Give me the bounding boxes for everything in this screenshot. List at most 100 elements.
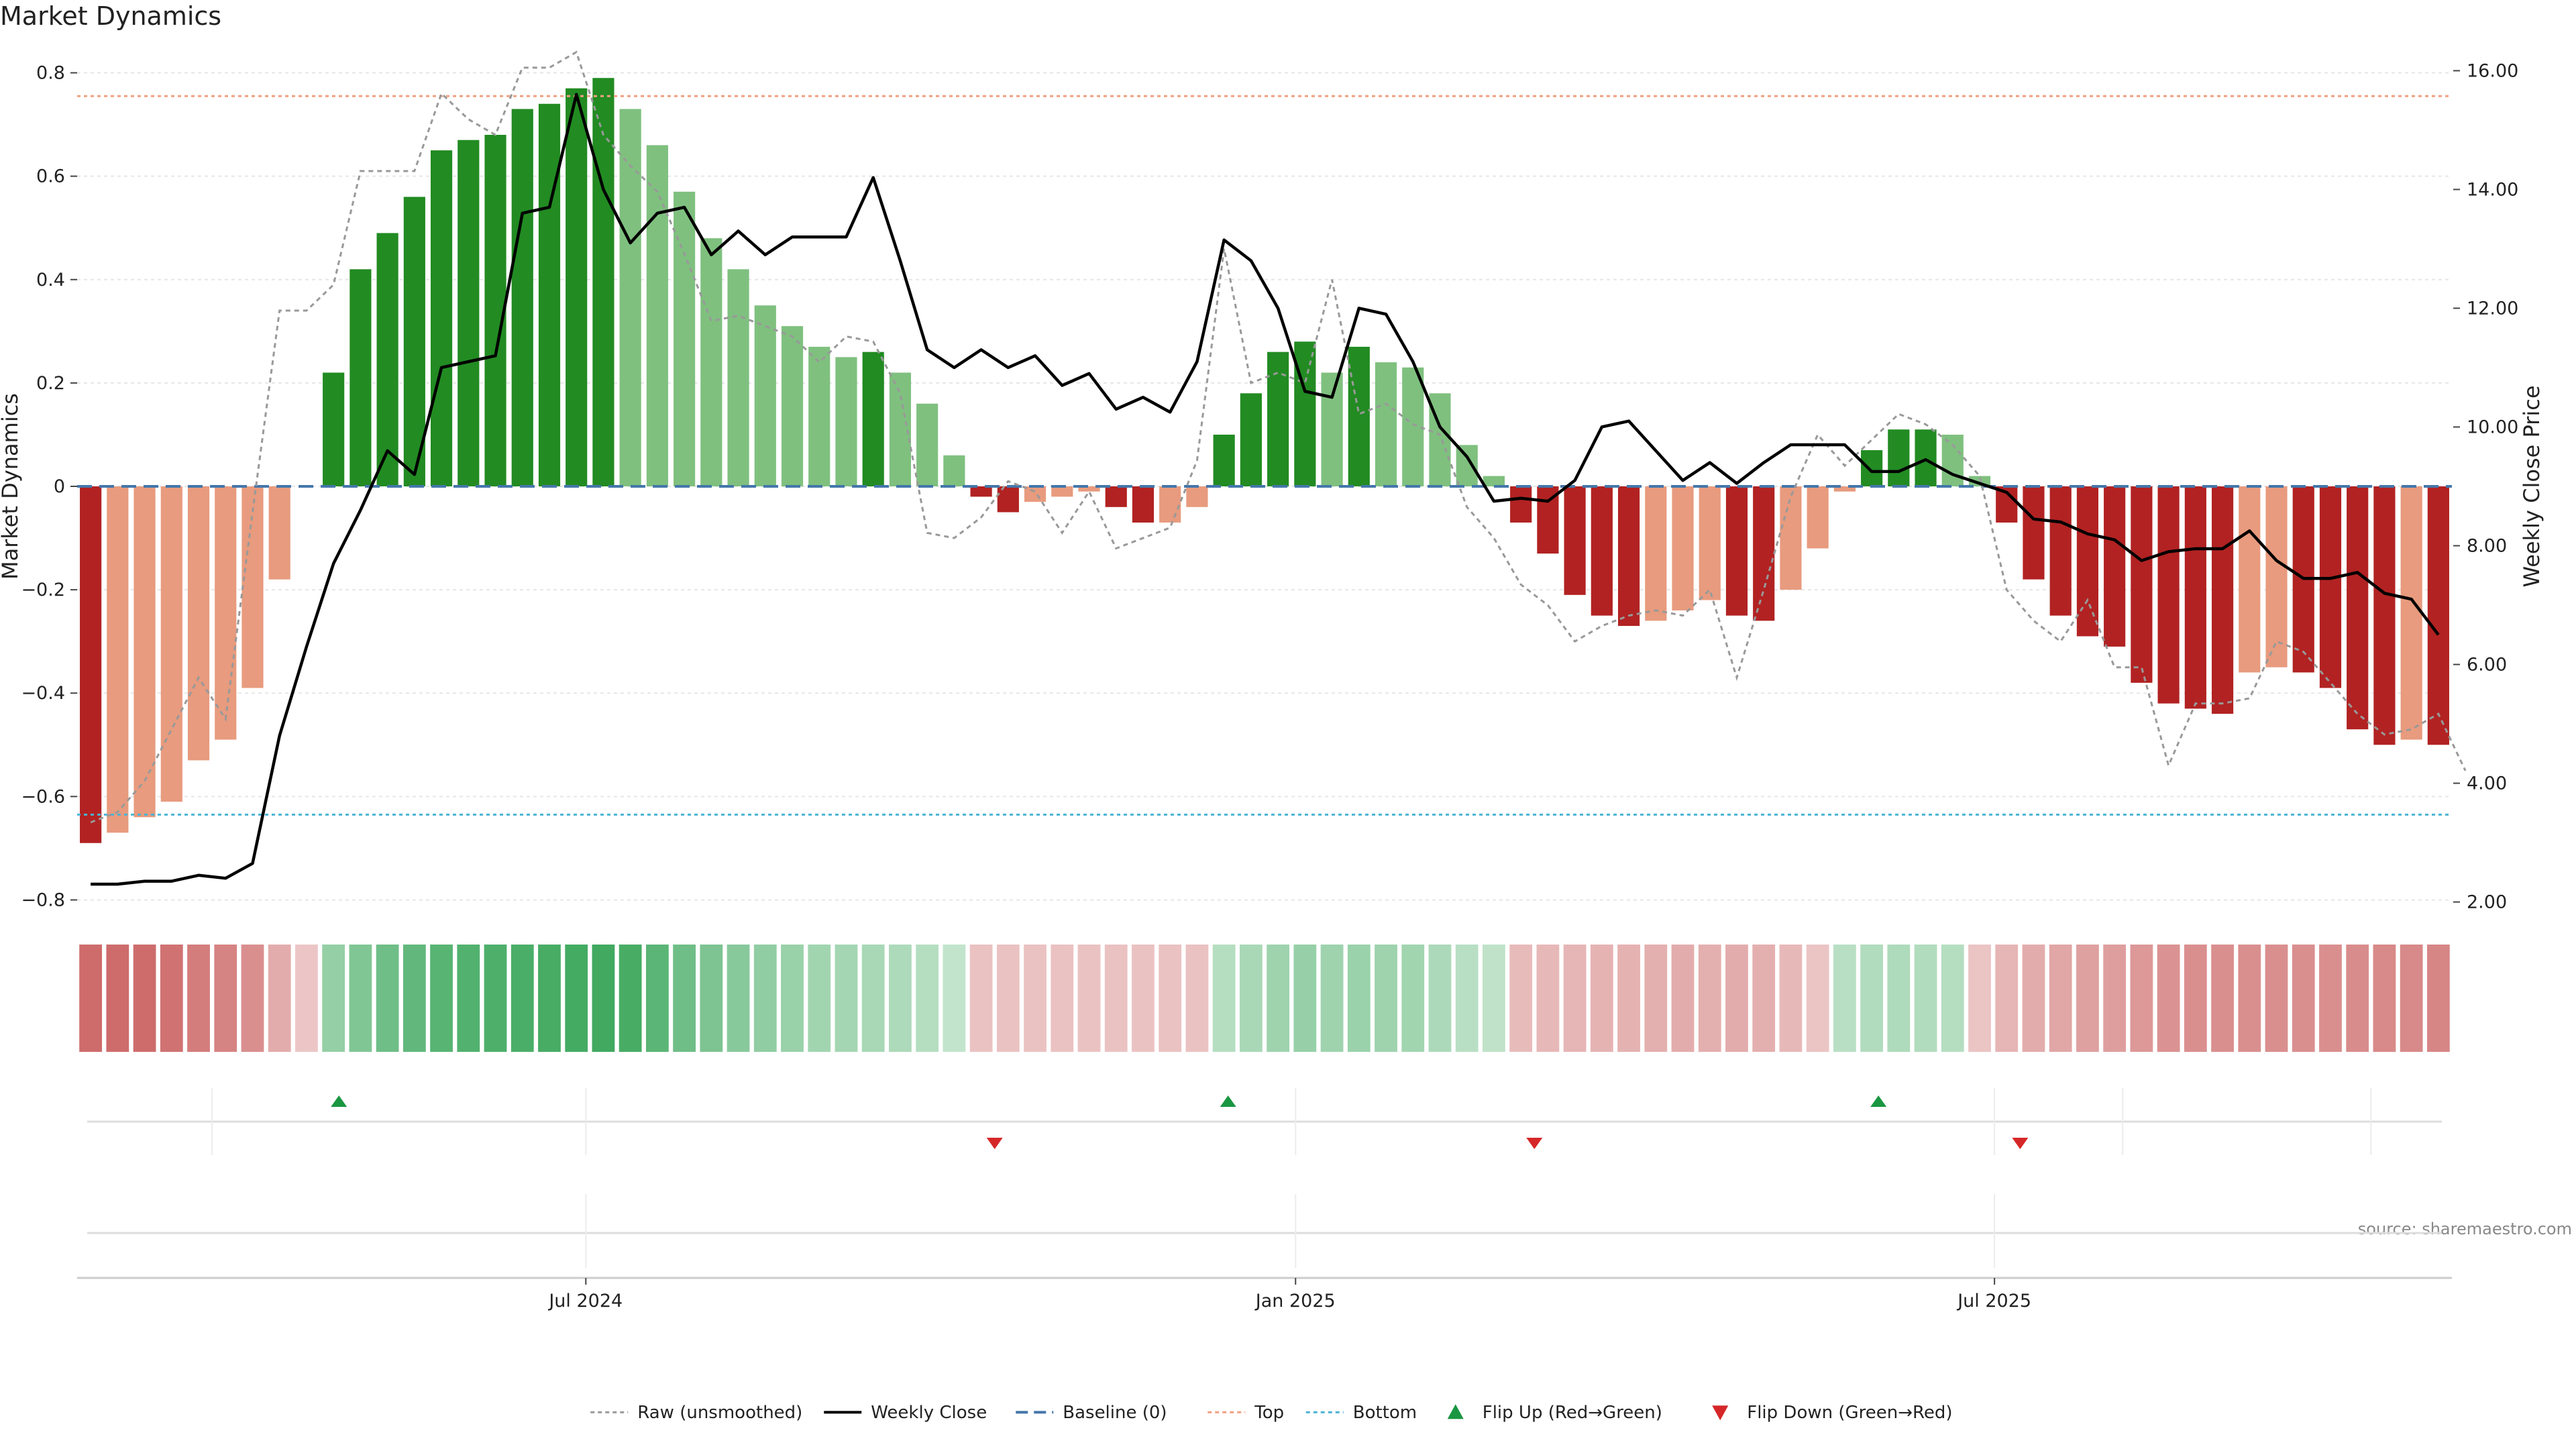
heat-cell <box>1401 945 1425 1052</box>
flip-panel <box>87 1088 2442 1268</box>
heat-cell <box>592 945 615 1052</box>
bar <box>2319 486 2342 688</box>
heat-cell <box>1941 945 1964 1052</box>
bar <box>1051 486 1073 497</box>
y2-tick-label: 8.00 <box>2467 536 2507 557</box>
bar <box>160 486 182 802</box>
heat-cell <box>214 945 237 1052</box>
bar <box>80 486 102 843</box>
y2-tick-label: 2.00 <box>2467 892 2507 913</box>
legend-label: Weekly Close <box>871 1403 987 1423</box>
bar <box>970 486 992 497</box>
heat-cell <box>808 945 831 1052</box>
heat-cell <box>1024 945 1046 1052</box>
bar <box>376 233 398 486</box>
bar <box>323 372 345 486</box>
bar <box>674 191 696 486</box>
heat-cell <box>645 945 669 1052</box>
heat-cell <box>1375 945 1397 1052</box>
heat-cell <box>1806 945 1829 1052</box>
x-tick-label: Jul 2025 <box>1956 1291 2031 1311</box>
legend-item: Flip Down (Green→Red) <box>1712 1403 1953 1423</box>
bar <box>2265 486 2288 667</box>
y-tick-label: −0.6 <box>21 786 65 807</box>
heat-cell <box>430 945 453 1052</box>
heat-cell <box>1428 945 1452 1052</box>
bar <box>700 238 722 486</box>
heat-cell <box>2373 945 2396 1052</box>
legend-swatch <box>1447 1404 1464 1419</box>
heat-cell <box>2265 945 2288 1052</box>
flip-down-marker <box>986 1138 1003 1149</box>
heat-cell <box>1914 945 1937 1052</box>
heat-cell <box>1617 945 1640 1052</box>
heat-cell <box>2022 945 2045 1052</box>
bar <box>1348 346 1370 486</box>
flip-up-marker <box>1220 1095 1236 1107</box>
bar <box>2184 486 2206 709</box>
bar <box>1861 450 1883 486</box>
heat-cell <box>1185 945 1209 1052</box>
heat-cell <box>1779 945 1803 1052</box>
heat-cell <box>349 945 372 1052</box>
bar <box>2400 486 2422 740</box>
heat-cell <box>1293 945 1317 1052</box>
heat-cell <box>943 945 966 1052</box>
y2-tick-label: 14.00 <box>2467 179 2518 200</box>
bar <box>2076 486 2099 637</box>
flip-down-marker <box>2012 1138 2029 1149</box>
legend-item: Raw (unsmoothed) <box>590 1403 802 1423</box>
bar <box>268 486 290 580</box>
heat-cell <box>1159 945 1182 1052</box>
heat-cell <box>1995 945 2019 1052</box>
heat-cell <box>781 945 804 1052</box>
y2-tick-label: 4.00 <box>2467 773 2507 794</box>
bar <box>1402 367 1424 486</box>
heat-cell <box>2076 945 2099 1052</box>
heat-cell <box>160 945 183 1052</box>
heat-cell <box>268 945 291 1052</box>
heat-cell <box>1671 945 1695 1052</box>
heat-cell <box>538 945 561 1052</box>
bar <box>1833 486 1856 492</box>
heat-cell <box>2103 945 2127 1052</box>
heat-cell <box>1860 945 1884 1052</box>
heat-cell <box>1347 945 1371 1052</box>
legend-item: Bottom <box>1305 1403 1417 1423</box>
y2-tick-label: 10.00 <box>2467 417 2518 437</box>
heat-cell <box>402 945 426 1052</box>
bar <box>1672 486 1694 610</box>
heat-cell <box>1536 945 1560 1052</box>
bar <box>1483 476 1505 486</box>
bar <box>1375 362 1397 486</box>
x-tick-label: Jan 2025 <box>1254 1291 1336 1311</box>
legend-label: Raw (unsmoothed) <box>637 1403 802 1423</box>
heat-cell <box>1887 945 1911 1052</box>
bar <box>566 88 588 486</box>
heat-cell <box>2049 945 2072 1052</box>
bar <box>1159 486 1181 523</box>
chart-title: Market Dynamics <box>0 1 222 31</box>
heat-cell <box>2184 945 2207 1052</box>
heat-cell <box>861 945 885 1052</box>
heat-cell <box>1077 945 1101 1052</box>
heat-cell <box>889 945 912 1052</box>
bar <box>1105 486 1127 507</box>
heat-cell <box>916 945 939 1052</box>
heat-cell <box>996 945 1020 1052</box>
legend-item: Baseline (0) <box>1016 1403 1167 1423</box>
bar <box>2373 486 2396 745</box>
heat-cell <box>457 945 480 1052</box>
bar <box>1564 486 1586 595</box>
raw-line <box>90 50 2467 824</box>
heat-cell <box>1590 945 1613 1052</box>
heat-cell <box>241 945 264 1052</box>
y-tick-label: 0.4 <box>36 270 65 290</box>
heat-cell <box>484 945 507 1052</box>
bar <box>592 78 614 486</box>
weekly-close-line <box>91 93 2440 886</box>
heat-cell <box>2346 945 2369 1052</box>
bar <box>2131 486 2153 683</box>
bar <box>2211 486 2234 714</box>
y-tick-label: 0.6 <box>36 166 65 187</box>
